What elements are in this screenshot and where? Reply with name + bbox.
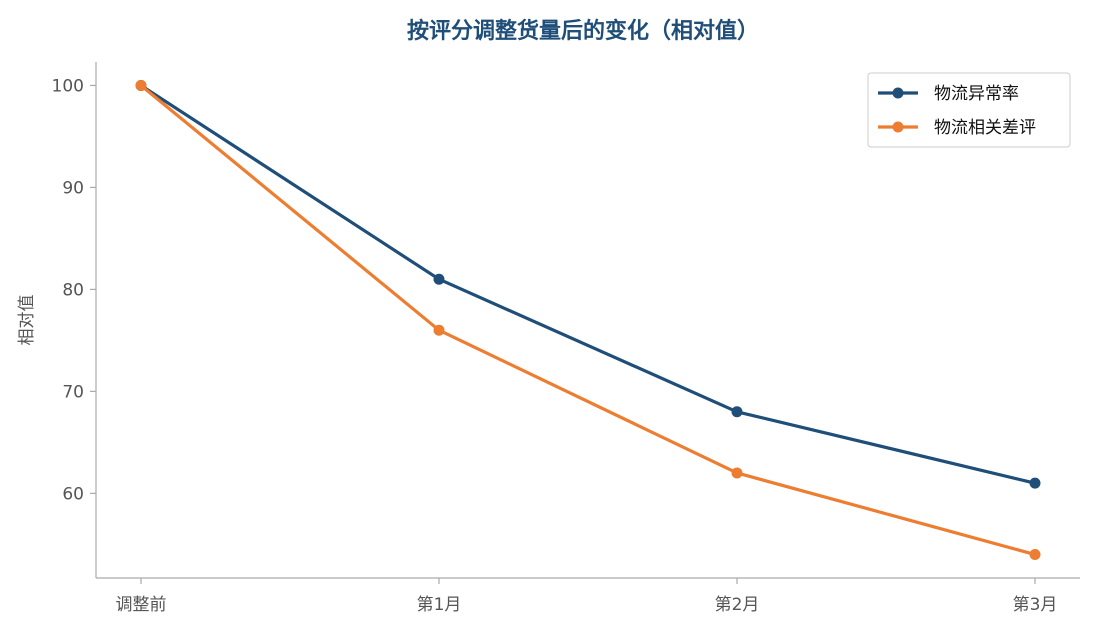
data-point-series-1	[731, 406, 743, 418]
data-point-series-2	[1029, 549, 1041, 561]
series-line-2	[139, 83, 1037, 557]
legend-box	[867, 72, 1071, 148]
y-tick-label: 100	[52, 76, 84, 96]
legend-label-2: 物流相关差评	[934, 118, 1036, 138]
legend-marker-1	[892, 87, 904, 99]
series-line-1	[139, 83, 1037, 485]
y-ticks: 60 70 80 90 100	[52, 76, 96, 504]
y-tick-label: 70	[62, 382, 84, 402]
x-tick-label: 调整前	[116, 595, 167, 615]
legend-marker-2	[892, 121, 904, 133]
y-tick-label: 80	[62, 280, 84, 300]
x-tick-label: 第1月	[417, 595, 462, 615]
series-layer	[135, 79, 1041, 561]
chart-title: 按评分调整货量后的变化（相对值）	[407, 18, 759, 44]
x-tick-label: 第3月	[1013, 595, 1058, 615]
x-ticks: 调整前 第1月 第2月 第3月	[116, 578, 1058, 615]
x-tick-label: 第2月	[715, 595, 760, 615]
y-axis-label: 相对值	[17, 295, 37, 346]
y-tick-label: 90	[62, 178, 84, 198]
legend-label-1: 物流异常率	[934, 84, 1019, 104]
data-point-series-1	[433, 273, 445, 285]
data-point-series-2	[731, 467, 743, 479]
data-point-series-2	[433, 324, 445, 336]
data-point-series-2	[135, 79, 147, 91]
data-point-series-1	[1029, 477, 1041, 489]
y-tick-label: 60	[62, 484, 84, 504]
